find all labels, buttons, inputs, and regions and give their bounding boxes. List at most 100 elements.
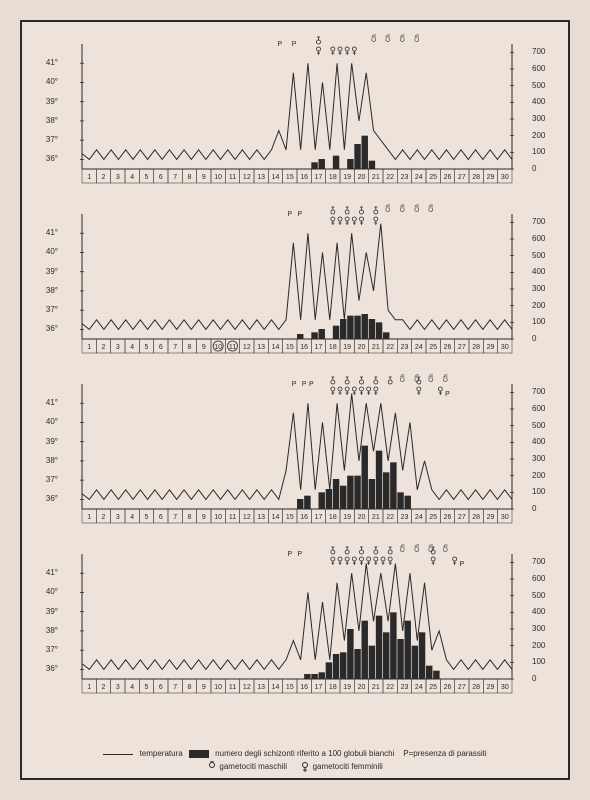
svg-text:21: 21 [372, 514, 380, 521]
chart-panel-4: 1234567891011121314151617181920212223242… [72, 544, 522, 699]
svg-text:30: 30 [501, 344, 509, 351]
svg-text:12: 12 [243, 684, 251, 691]
svg-text:Chinino gr.1.20: Chinino gr.1.20 [429, 374, 435, 382]
y-left-tick-label: 36° [30, 494, 58, 503]
svg-text:13: 13 [257, 684, 265, 691]
y-right-tick-label: 0 [532, 674, 560, 683]
svg-text:6: 6 [159, 514, 163, 521]
svg-text:24: 24 [415, 514, 423, 521]
svg-text:17: 17 [315, 684, 323, 691]
y-left-tick-label: 40° [30, 247, 58, 256]
svg-text:9: 9 [202, 344, 206, 351]
y-right-tick-label: 200 [532, 301, 560, 310]
y-right-tick-label: 600 [532, 64, 560, 73]
y-left-tick-label: 39° [30, 437, 58, 446]
svg-text:25: 25 [429, 684, 437, 691]
y-right-tick-label: 500 [532, 81, 560, 90]
svg-text:P: P [277, 41, 282, 48]
svg-text:12: 12 [243, 174, 251, 181]
y-right-tick-label: 200 [532, 641, 560, 650]
svg-text:3: 3 [116, 174, 120, 181]
svg-text:Chinino gr.1.20: Chinino gr.1.20 [429, 544, 435, 552]
svg-text:7: 7 [173, 684, 177, 691]
y-right-tick-label: 0 [532, 504, 560, 513]
svg-text:9: 9 [202, 684, 206, 691]
y-right-tick-label: 0 [532, 164, 560, 173]
svg-text:25: 25 [429, 174, 437, 181]
svg-text:P: P [287, 551, 292, 558]
svg-text:8: 8 [188, 174, 192, 181]
svg-text:13: 13 [257, 514, 265, 521]
svg-text:4: 4 [130, 344, 134, 351]
svg-text:8: 8 [188, 344, 192, 351]
svg-text:Chinino gr.1.20: Chinino gr.1.20 [386, 204, 392, 212]
y-right-tick-label: 600 [532, 234, 560, 243]
svg-text:10: 10 [214, 684, 222, 691]
svg-text:16: 16 [300, 514, 308, 521]
legend-parassiti: P=presenza di parassiti [403, 749, 486, 758]
svg-text:26: 26 [444, 684, 452, 691]
legend-maschili: gametociti maschili [219, 762, 287, 771]
svg-text:4: 4 [130, 684, 134, 691]
chart-svg: 1234567891011121314151617181920212223242… [72, 374, 522, 529]
legend-femminili: gametociti femminili [313, 762, 383, 771]
svg-text:Chinino gr.1.20: Chinino gr.1.20 [415, 374, 421, 382]
svg-text:18: 18 [329, 174, 337, 181]
y-right-tick-label: 400 [532, 97, 560, 106]
svg-text:P: P [287, 211, 292, 218]
svg-text:28: 28 [472, 684, 480, 691]
y-right-tick-label: 500 [532, 251, 560, 260]
y-left-tick-label: 39° [30, 267, 58, 276]
legend-temperatura: temperatura [140, 749, 183, 758]
svg-text:22: 22 [386, 684, 394, 691]
y-left-tick-label: 41° [30, 228, 58, 237]
svg-text:22: 22 [386, 344, 394, 351]
y-right-tick-label: 300 [532, 284, 560, 293]
svg-text:28: 28 [472, 514, 480, 521]
svg-text:15: 15 [286, 684, 294, 691]
y-left-tick-label: 36° [30, 154, 58, 163]
svg-text:24: 24 [415, 344, 423, 351]
svg-text:13: 13 [257, 174, 265, 181]
chart-frame: 1234567891011121314151617181920212223242… [20, 20, 570, 780]
svg-text:23: 23 [401, 344, 409, 351]
svg-text:11: 11 [229, 514, 236, 521]
y-left-tick-label: 37° [30, 305, 58, 314]
svg-text:6: 6 [159, 344, 163, 351]
svg-text:14: 14 [272, 514, 280, 521]
svg-text:5: 5 [145, 684, 149, 691]
svg-text:9: 9 [202, 514, 206, 521]
svg-text:Chinino gr.1.20: Chinino gr.1.20 [401, 544, 407, 552]
svg-text:22: 22 [386, 514, 394, 521]
y-right-tick-label: 100 [532, 147, 560, 156]
svg-text:16: 16 [300, 174, 308, 181]
svg-text:27: 27 [458, 174, 466, 181]
y-right-tick-label: 700 [532, 47, 560, 56]
svg-text:26: 26 [444, 344, 452, 351]
svg-text:25: 25 [429, 514, 437, 521]
svg-text:2: 2 [102, 174, 106, 181]
svg-text:28: 28 [472, 174, 480, 181]
y-right-tick-label: 500 [532, 591, 560, 600]
svg-text:Chinino gr.1.20: Chinino gr.1.20 [401, 374, 407, 382]
y-right-tick-label: 300 [532, 114, 560, 123]
svg-text:7: 7 [173, 174, 177, 181]
y-right-tick-label: 400 [532, 267, 560, 276]
svg-text:1: 1 [87, 174, 91, 181]
legend-row-2: gametociti maschili gametociti femminili [42, 761, 548, 774]
y-right-tick-label: 200 [532, 131, 560, 140]
svg-text:10: 10 [214, 344, 222, 351]
svg-text:28: 28 [472, 344, 480, 351]
svg-text:4: 4 [130, 174, 134, 181]
y-right-tick-label: 100 [532, 657, 560, 666]
y-left-tick-label: 37° [30, 135, 58, 144]
svg-text:11: 11 [229, 174, 236, 181]
y-right-tick-label: 700 [532, 217, 560, 226]
svg-text:16: 16 [300, 344, 308, 351]
svg-text:20: 20 [358, 514, 366, 521]
svg-text:15: 15 [286, 344, 294, 351]
y-right-tick-label: 400 [532, 607, 560, 616]
svg-text:9: 9 [202, 174, 206, 181]
svg-text:5: 5 [145, 344, 149, 351]
y-left-tick-label: 40° [30, 417, 58, 426]
